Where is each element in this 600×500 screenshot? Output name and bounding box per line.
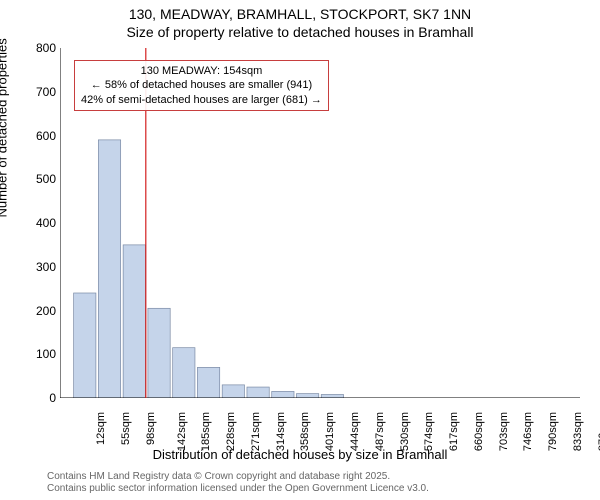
histogram-bar: [321, 395, 343, 399]
x-tick-label: 487sqm: [374, 412, 386, 451]
histogram-bar: [74, 293, 96, 398]
y-tick-label: 400: [32, 216, 56, 230]
footer-attribution-1: Contains HM Land Registry data © Crown c…: [47, 471, 390, 482]
chart-title-line1: 130, MEADWAY, BRAMHALL, STOCKPORT, SK7 1…: [0, 6, 600, 22]
histogram-bar: [247, 387, 269, 398]
x-tick-label: 142sqm: [176, 412, 188, 451]
histogram-bar: [296, 394, 318, 398]
y-tick-label: 700: [32, 85, 56, 99]
y-tick-label: 600: [32, 129, 56, 143]
x-tick-label: 444sqm: [349, 412, 361, 451]
x-tick-label: 530sqm: [399, 412, 411, 451]
histogram-bar: [173, 348, 195, 398]
x-tick-label: 358sqm: [300, 412, 312, 451]
footer-attribution-2: Contains public sector information licen…: [47, 483, 429, 494]
x-tick-label: 314sqm: [275, 412, 287, 451]
y-tick-label: 100: [32, 347, 56, 361]
chart-title-line2: Size of property relative to detached ho…: [0, 24, 600, 40]
x-tick-label: 401sqm: [324, 412, 336, 451]
x-tick-label: 790sqm: [547, 412, 559, 451]
histogram-bar: [272, 391, 294, 398]
x-tick-label: 228sqm: [225, 412, 237, 451]
histogram-bar: [197, 367, 219, 398]
x-tick-label: 185sqm: [201, 412, 213, 451]
y-tick-label: 0: [32, 391, 56, 405]
y-axis-label: Number of detached properties: [0, 38, 10, 217]
histogram-bar: [98, 140, 120, 398]
x-tick-label: 12sqm: [95, 412, 107, 445]
x-tick-label: 703sqm: [498, 412, 510, 451]
annotation-line1: 130 MEADWAY: 154sqm: [81, 64, 322, 78]
x-tick-label: 574sqm: [423, 412, 435, 451]
y-tick-label: 500: [32, 172, 56, 186]
x-tick-label: 660sqm: [473, 412, 485, 451]
annotation-callout: 130 MEADWAY: 154sqm ← 58% of detached ho…: [74, 60, 329, 111]
x-tick-label: 746sqm: [522, 412, 534, 451]
annotation-line3: 42% of semi-detached houses are larger (…: [81, 93, 322, 107]
annotation-line2: ← 58% of detached houses are smaller (94…: [81, 78, 322, 92]
histogram-chart: 130, MEADWAY, BRAMHALL, STOCKPORT, SK7 1…: [0, 0, 600, 500]
histogram-bar: [222, 385, 244, 398]
x-tick-label: 271sqm: [250, 412, 262, 451]
x-tick-label: 55sqm: [120, 412, 132, 445]
histogram-bar: [148, 308, 170, 398]
y-tick-label: 300: [32, 260, 56, 274]
x-axis-label: Distribution of detached houses by size …: [0, 447, 600, 462]
y-tick-label: 200: [32, 304, 56, 318]
x-tick-label: 98sqm: [145, 412, 157, 445]
y-tick-label: 800: [32, 41, 56, 55]
histogram-bar: [123, 245, 145, 398]
x-tick-label: 833sqm: [572, 412, 584, 451]
x-tick-label: 617sqm: [448, 412, 460, 451]
